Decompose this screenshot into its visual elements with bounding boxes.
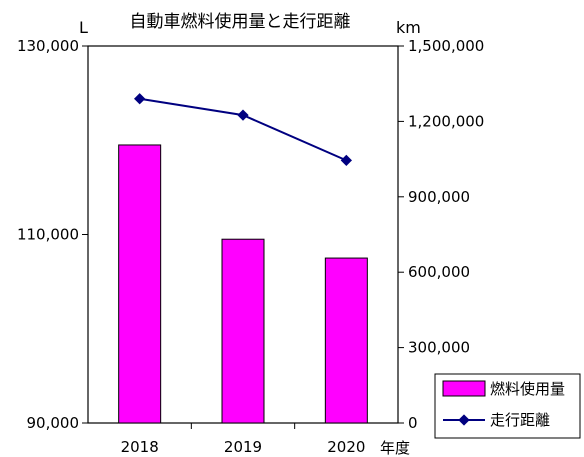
chart-title: 自動車燃料使用量と走行距離 — [130, 11, 351, 32]
legend-marker — [458, 414, 470, 426]
right-tick-label: 900,000 — [408, 188, 470, 206]
right-tick-label: 600,000 — [408, 263, 470, 281]
legend-label-bar: 燃料使用量 — [490, 380, 565, 398]
x-tick-label: 2020 — [327, 438, 365, 456]
x-tick-label: 2019 — [224, 438, 262, 456]
line-series — [134, 93, 352, 167]
right-axis: 0 300,000 600,000 900,000 1,200,000 1,500,000 — [398, 37, 484, 432]
bar — [221, 238, 265, 424]
legend-swatch-bar — [442, 380, 486, 397]
legend: 燃料使用量 走行距離 — [434, 373, 581, 439]
legend-label-line: 走行距離 — [490, 411, 550, 429]
x-tick-label: 2018 — [121, 438, 159, 456]
x-axis-label: 年度 — [380, 439, 410, 457]
series-line — [139, 97, 347, 162]
right-axis-unit: km — [396, 18, 421, 37]
left-axis-unit: L — [79, 18, 88, 37]
bar — [118, 144, 162, 424]
line-point — [237, 109, 249, 121]
line-point — [340, 154, 352, 167]
bar-series — [118, 144, 368, 424]
right-tick-label: 300,000 — [408, 339, 470, 357]
bar — [324, 257, 368, 424]
right-tick-label: 0 — [408, 414, 418, 432]
left-axis: 90,000 110,000 130,000 — [17, 37, 88, 432]
left-tick-label: 130,000 — [17, 37, 79, 55]
left-tick-label: 110,000 — [17, 226, 79, 244]
line-point — [134, 93, 146, 105]
right-tick-label: 1,500,000 — [408, 37, 484, 55]
left-tick-label: 90,000 — [27, 414, 80, 432]
right-tick-label: 1,200,000 — [408, 112, 484, 130]
x-axis: 2018 2019 2020 — [121, 423, 365, 456]
